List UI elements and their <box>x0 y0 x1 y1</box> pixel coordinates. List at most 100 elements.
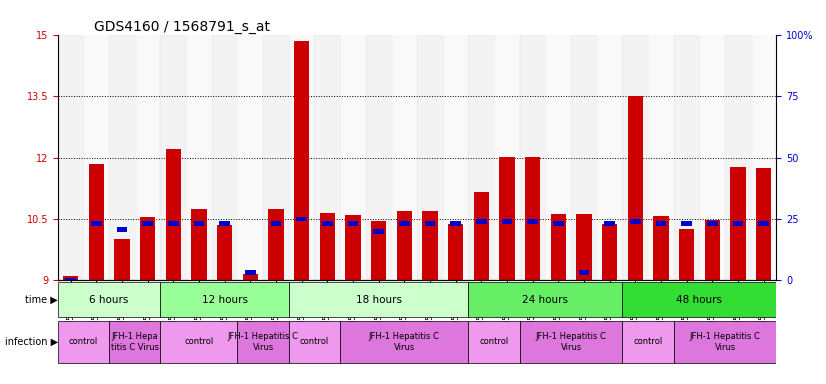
Bar <box>366 35 392 280</box>
Bar <box>140 217 155 280</box>
Bar <box>289 35 315 280</box>
Bar <box>271 222 282 227</box>
FancyBboxPatch shape <box>58 321 109 362</box>
Bar <box>758 222 769 227</box>
FancyBboxPatch shape <box>623 282 776 317</box>
Bar <box>602 224 617 280</box>
FancyBboxPatch shape <box>58 282 160 317</box>
Bar <box>219 222 230 227</box>
Bar <box>520 35 545 280</box>
Bar <box>623 35 648 280</box>
Bar <box>656 222 667 227</box>
Bar <box>373 229 384 234</box>
FancyBboxPatch shape <box>289 321 340 362</box>
Bar <box>340 35 366 280</box>
Bar <box>705 220 720 280</box>
Text: 24 hours: 24 hours <box>523 295 568 305</box>
Text: control: control <box>69 338 98 346</box>
Bar <box>679 229 695 280</box>
Bar <box>571 35 596 280</box>
Bar <box>91 222 102 227</box>
Text: GDS4160 / 1568791_s_at: GDS4160 / 1568791_s_at <box>94 20 270 33</box>
Bar <box>245 270 256 275</box>
Bar <box>628 96 643 280</box>
Bar <box>396 211 412 280</box>
Bar <box>88 164 104 280</box>
Bar <box>525 157 540 280</box>
Bar <box>605 222 615 227</box>
Text: JFH-1 Hepa
titis C Virus: JFH-1 Hepa titis C Virus <box>111 332 159 352</box>
Bar <box>238 35 263 280</box>
Bar <box>707 222 718 227</box>
Text: control: control <box>184 338 214 346</box>
Bar <box>168 222 178 227</box>
Bar <box>116 227 127 232</box>
FancyBboxPatch shape <box>289 282 468 317</box>
Text: 48 hours: 48 hours <box>676 295 723 305</box>
Bar <box>186 35 211 280</box>
FancyBboxPatch shape <box>238 321 289 362</box>
Bar <box>193 221 204 225</box>
FancyBboxPatch shape <box>520 321 623 362</box>
FancyBboxPatch shape <box>340 321 468 362</box>
Bar <box>725 35 751 280</box>
Text: time ▶: time ▶ <box>25 295 58 305</box>
Bar <box>596 35 623 280</box>
Text: JFH-1 Hepatitis C
Virus: JFH-1 Hepatitis C Virus <box>369 332 439 352</box>
Bar <box>135 35 160 280</box>
FancyBboxPatch shape <box>623 321 674 362</box>
Bar <box>501 218 512 223</box>
Bar <box>192 209 206 280</box>
Bar <box>473 192 489 280</box>
Bar <box>315 35 340 280</box>
Bar <box>268 209 283 280</box>
FancyBboxPatch shape <box>109 321 160 362</box>
FancyBboxPatch shape <box>468 321 520 362</box>
Bar <box>392 35 417 280</box>
Bar <box>348 222 358 227</box>
Bar <box>320 213 335 280</box>
Text: control: control <box>634 338 662 346</box>
Bar <box>681 222 692 227</box>
Bar <box>733 222 743 227</box>
Bar <box>448 224 463 280</box>
FancyBboxPatch shape <box>674 321 776 362</box>
Bar <box>450 222 461 227</box>
Bar <box>756 168 771 280</box>
Bar <box>58 35 83 280</box>
Text: 18 hours: 18 hours <box>356 295 401 305</box>
Bar <box>527 218 538 223</box>
Bar <box>499 157 515 280</box>
Bar <box>109 35 135 280</box>
Bar <box>294 41 309 280</box>
Text: JFH-1 Hepatitis C
Virus: JFH-1 Hepatitis C Virus <box>536 332 606 352</box>
Bar <box>322 222 333 227</box>
Bar <box>399 222 410 227</box>
Bar <box>371 221 387 280</box>
Bar <box>630 218 641 223</box>
Bar <box>263 35 289 280</box>
Bar <box>700 35 725 280</box>
Bar <box>165 149 181 280</box>
Bar <box>545 35 571 280</box>
FancyBboxPatch shape <box>468 282 623 317</box>
Bar <box>578 270 589 275</box>
Bar <box>345 215 361 280</box>
Bar <box>65 278 76 283</box>
Bar <box>468 35 494 280</box>
FancyBboxPatch shape <box>160 321 238 362</box>
Bar <box>476 218 487 223</box>
Bar <box>417 35 443 280</box>
Text: JFH-1 Hepatitis C
Virus: JFH-1 Hepatitis C Virus <box>228 332 298 352</box>
Bar <box>577 214 591 280</box>
Text: control: control <box>300 338 329 346</box>
Bar <box>730 167 746 280</box>
Bar <box>297 217 307 222</box>
Bar <box>211 35 238 280</box>
Bar <box>674 35 700 280</box>
Bar <box>551 214 566 280</box>
Bar <box>653 216 669 280</box>
Bar <box>243 274 258 280</box>
Bar <box>160 35 186 280</box>
Bar <box>425 222 435 227</box>
